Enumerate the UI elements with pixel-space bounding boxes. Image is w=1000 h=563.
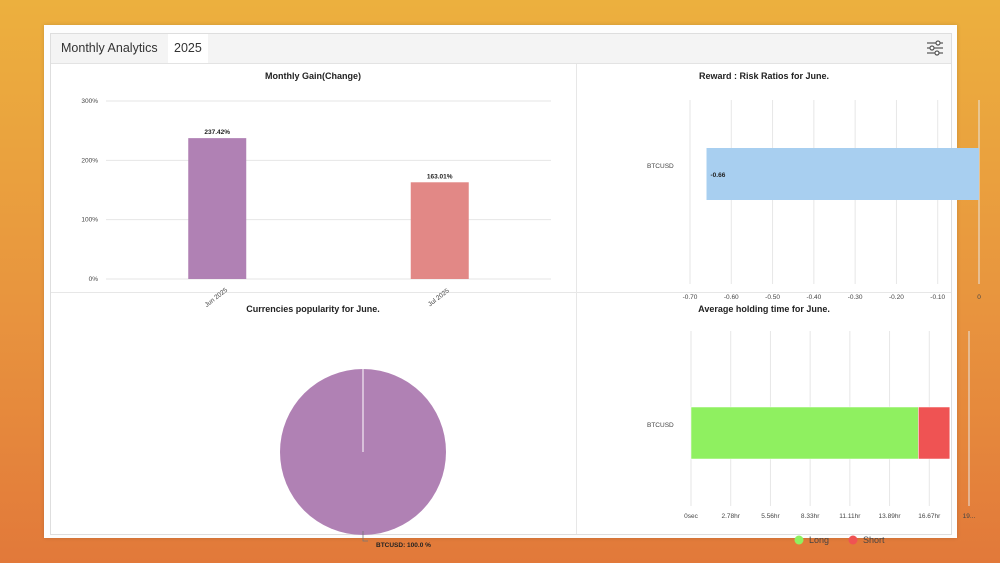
- x-tick-label: -0.50: [765, 294, 780, 301]
- legend-marker: [848, 535, 858, 545]
- bar: [410, 182, 469, 279]
- legend-label: Long: [809, 535, 829, 545]
- panel-header: Monthly Analytics 2025: [51, 34, 951, 64]
- reward-risk-chart: Reward : Risk Ratios for June. -0.70 -0.6…: [577, 64, 981, 301]
- pie-slice-label: BTCUSD: 100.0 %: [376, 542, 431, 549]
- monthly-gain-chart: Monthly Gain(Change) 0% 100% 200% 300% 237.4…: [51, 64, 576, 309]
- x-tick-label: 8.33hr: [801, 513, 820, 520]
- analytics-panel: Monthly Analytics 2025 Monthly Gain(Chan…: [50, 33, 981, 549]
- data-label: 237.42%: [204, 129, 230, 136]
- x-tick-label: 0: [977, 294, 981, 301]
- bar: [706, 148, 979, 200]
- x-tick-label: 2.78hr: [721, 513, 740, 520]
- y-tick-label: BTCUSD: [647, 422, 674, 429]
- chart-title: Monthly Gain(Change): [265, 71, 361, 81]
- chart-title: Average holding time for June.: [698, 304, 830, 314]
- x-tick-label: 13.89hr: [879, 513, 902, 520]
- title-tab[interactable]: Monthly Analytics: [61, 41, 158, 55]
- data-label: -0.66: [711, 172, 726, 179]
- holding-time-chart: Average holding time for June. 0sec 2.78h…: [577, 293, 976, 545]
- x-tick-label: -0.70: [683, 294, 698, 301]
- chart-title: Currencies popularity for June.: [246, 304, 380, 314]
- legend-label: Short: [863, 535, 885, 545]
- analytics-card: Monthly Analytics 2025 Monthly Gain(Chan…: [44, 25, 981, 549]
- x-tick-label: 0sec: [684, 513, 698, 520]
- x-tick-label: -0.20: [889, 294, 904, 301]
- bar-segment: [690, 406, 919, 460]
- y-tick-label: BTCUSD: [647, 163, 674, 170]
- panel-divider-vertical: [576, 64, 577, 534]
- y-tick-label: 0%: [89, 276, 99, 283]
- x-tick-label: -0.40: [806, 294, 821, 301]
- x-tick-label: 16.67hr: [918, 513, 941, 520]
- x-tick-label: 19...: [963, 513, 976, 520]
- x-tick-label: 5.56hr: [761, 513, 780, 520]
- y-tick-label: 300%: [81, 98, 98, 105]
- panel-divider-horizontal: [51, 292, 951, 293]
- x-tick-label: -0.10: [930, 294, 945, 301]
- pie-label-leader: [362, 531, 368, 542]
- sliders-icon[interactable]: [925, 38, 945, 58]
- y-tick-label: 100%: [81, 217, 98, 224]
- monthly-gain-svg: Monthly Gain(Change) 0% 100% 200% 300% 237.4…: [81, 71, 551, 309]
- reward-risk-svg: Reward : Risk Ratios for June. -0.70 -0.6…: [647, 71, 981, 301]
- year-tab[interactable]: 2025: [168, 34, 208, 63]
- legend-marker: [794, 535, 804, 545]
- chart-title: Reward : Risk Ratios for June.: [699, 71, 829, 81]
- y-tick-label: 200%: [81, 157, 98, 164]
- currency-popularity-svg: Currencies popularity for June. BTCUSD: …: [246, 304, 446, 549]
- data-label: 163.01%: [427, 173, 453, 180]
- currency-popularity-chart: Currencies popularity for June. BTCUSD: …: [51, 293, 576, 549]
- x-tick-label: 11.11hr: [839, 513, 861, 520]
- x-tick-label: -0.60: [724, 294, 739, 301]
- x-tick-label: -0.30: [848, 294, 863, 301]
- holding-time-svg: Average holding time for June. 0sec 2.78h…: [647, 304, 976, 545]
- bar: [188, 138, 247, 279]
- bar-segment: [918, 406, 951, 460]
